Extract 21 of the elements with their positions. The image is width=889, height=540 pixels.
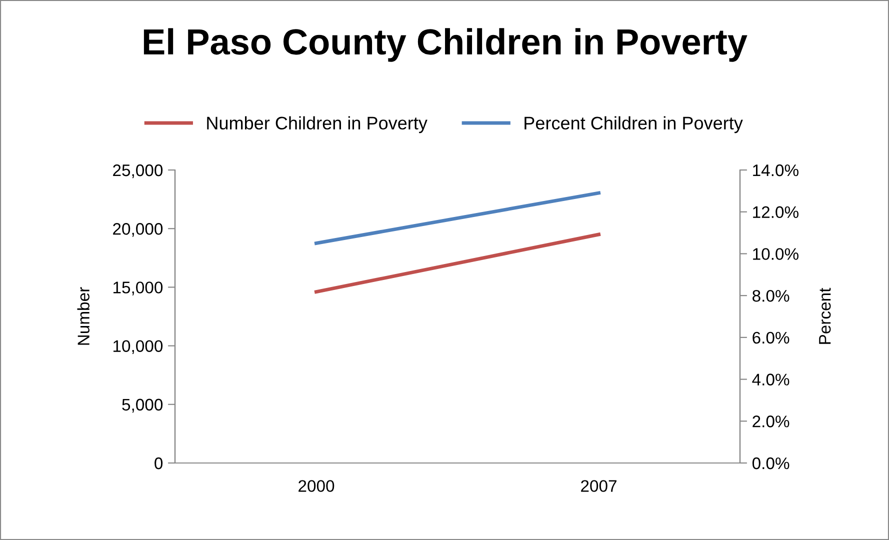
chart-title: El Paso County Children in Poverty — [144, 28, 748, 62]
legend-label: Percent Children in Poverty — [524, 116, 743, 134]
y2-tick-label: 12.0% — [753, 206, 798, 218]
y-tick-label: 0 — [154, 457, 163, 470]
y2-tick-label: 2.0% — [752, 416, 790, 428]
y2-axis-title: Percent — [819, 288, 831, 344]
y2-tick-label: 0.0% — [752, 457, 790, 470]
y2-tick-label: 6.0% — [752, 332, 790, 344]
y-tick-label: 5,000 — [122, 398, 163, 413]
legend-label: Number Children in Poverty — [207, 116, 428, 134]
y2-tick-label: 10.0% — [753, 248, 798, 260]
x-tick-label: 2000 — [298, 480, 334, 492]
y-tick-label: 25,000 — [113, 164, 163, 178]
y2-tick-label: 14.0% — [753, 164, 798, 176]
y-tick-label: 15,000 — [113, 282, 163, 296]
y-tick-label: 20,000 — [113, 223, 163, 237]
y2-tick-label: 8.0% — [752, 290, 790, 302]
x-tick-label: 2007 — [581, 480, 616, 492]
y-axis-title: Number — [77, 287, 90, 345]
y2-tick-label: 4.0% — [752, 374, 790, 386]
y-tick-label: 10,000 — [113, 340, 163, 354]
